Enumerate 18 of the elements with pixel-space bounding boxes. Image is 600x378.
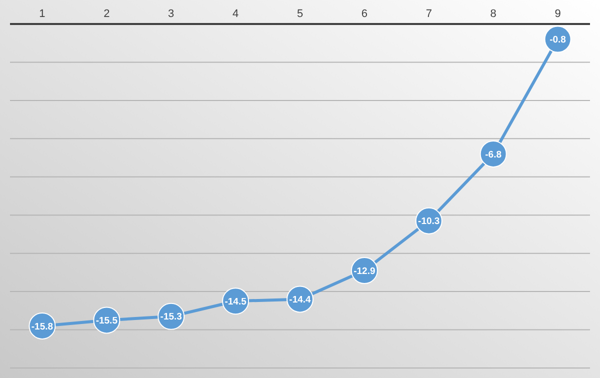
x-tick-label: 6 [361,8,368,20]
x-tick-label: 8 [490,8,496,20]
data-label: -12.9 [354,266,376,277]
x-tick-label: 5 [296,8,304,20]
x-tick-label: 7 [426,8,432,20]
data-label: -10.3 [418,216,440,228]
data-label: -14.4 [289,294,312,306]
x-tick-label: 2 [104,8,110,20]
x-tick-label: 9 [554,8,561,20]
data-label: -6.8 [485,149,502,160]
data-label: -0.8 [550,34,566,46]
data-label: -14.5 [224,296,248,308]
x-tick-label: 3 [168,8,174,20]
x-tick-label: 1 [39,8,46,20]
data-label: -15.5 [96,316,118,327]
data-label: -15.3 [160,312,182,323]
x-tick-label: 4 [232,8,239,20]
data-label: -15.8 [31,321,54,332]
